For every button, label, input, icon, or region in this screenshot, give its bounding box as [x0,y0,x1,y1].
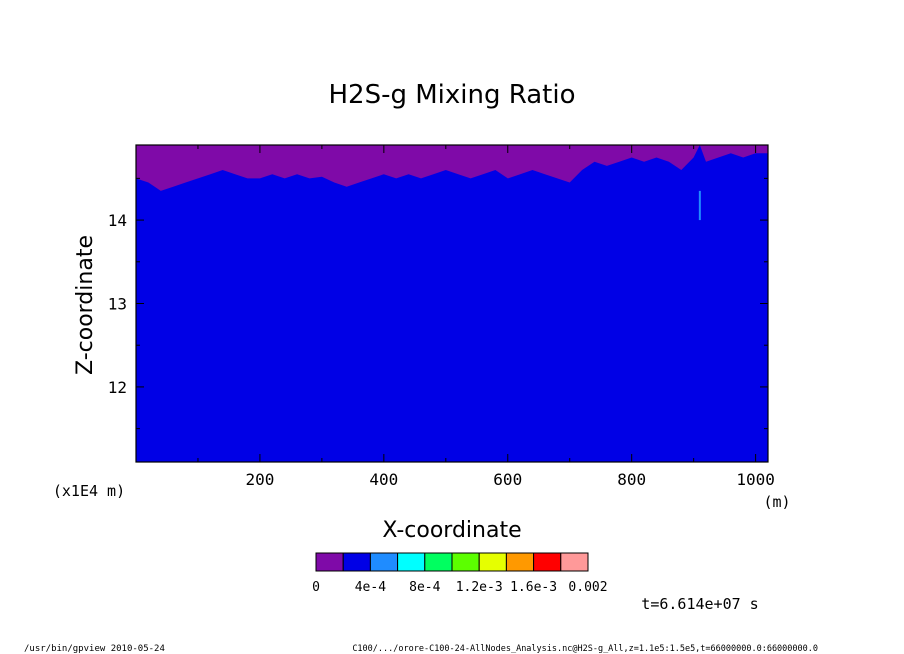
x-tick-label: 800 [617,470,646,489]
colorbar-label: 0.002 [568,580,607,595]
x-axis-unit: (m) [763,493,790,511]
colorbar-swatch [560,552,589,572]
field-background [136,145,768,462]
y-axis-unit: (x1E4 m) [53,482,125,500]
plot-area [135,144,769,463]
field-top-layer [136,145,768,191]
x-tick-label: 600 [493,470,522,489]
colorbar-label: 1.2e-3 [456,580,503,595]
colorbar-swatch [342,552,371,572]
y-tick-label: 12 [108,378,127,397]
x-axis-label: X-coordinate [382,518,521,543]
colorbar-swatch [451,552,480,572]
y-tick-label: 14 [108,211,127,230]
colorbar [315,552,589,572]
y-tick-label: 13 [108,295,127,314]
colorbar-labels: 0 4e-4 8e-4 1.2e-3 1.6e-3 0.002 [312,580,607,595]
x-axis: 200 400 600 800 1000 [197,145,775,489]
y-axis-label: Z-coordinate [73,235,98,375]
colorbar-swatch [505,552,535,572]
time-label: t=6.614e+07 s [641,595,758,613]
x-tick-label: 200 [245,470,274,489]
x-tick-label: 400 [369,470,398,489]
colorbar-swatch [369,552,399,572]
colorbar-label: 1.6e-3 [510,580,557,595]
x-tick-label: 1000 [736,470,775,489]
y-axis: 12 13 14 [108,177,768,430]
colorbar-label: 0 [312,580,320,595]
colorbar-swatch [315,552,344,572]
chart-title: H2S-g Mixing Ratio [328,80,575,110]
colorbar-label: 8e-4 [409,580,440,595]
colorbar-swatch [397,552,426,572]
footer-right: C100/.../orore-C100-24-AllNodes_Analysis… [352,644,818,654]
colorbar-swatch [478,552,507,572]
footer-left: /usr/bin/gpview 2010-05-24 [24,644,165,654]
colorbar-label: 4e-4 [355,580,386,595]
colorbar-swatch [424,552,453,572]
colorbar-swatch [533,552,562,572]
field-anomaly-streak [698,190,701,221]
